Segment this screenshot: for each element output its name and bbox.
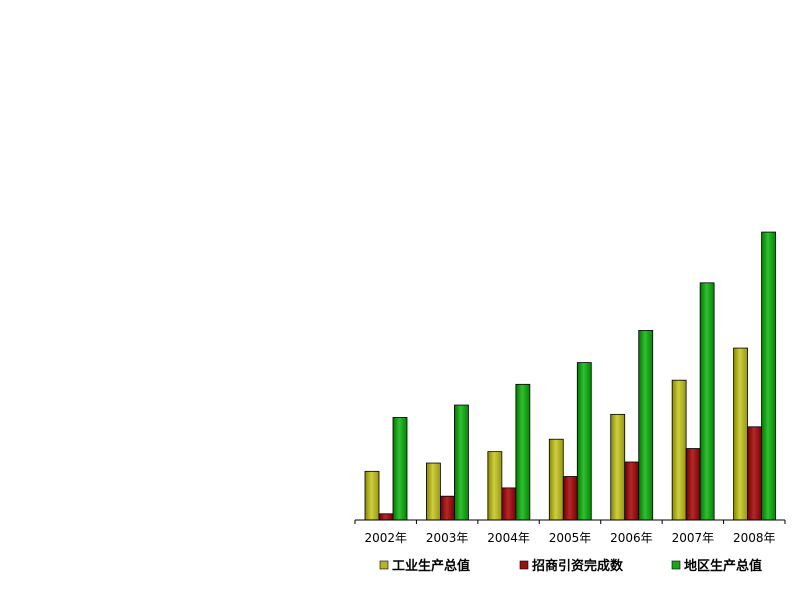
legend-swatch xyxy=(379,560,389,570)
bar-地区生产总值-2008年 xyxy=(761,231,776,521)
bars-layer xyxy=(364,231,776,521)
bar-工业生产总值-2008年 xyxy=(733,347,748,521)
legend-label: 招商引资完成数 xyxy=(532,558,624,574)
x-tick-labels: 2002年 2003年 2004年 2005年 2006年 2007年 2008年 xyxy=(364,531,775,545)
x-tick-label: 2003年 xyxy=(426,531,469,545)
bar-招商引资完成数-2006年 xyxy=(624,461,640,521)
legend-swatch xyxy=(519,560,529,570)
bar-地区生产总值-2003年 xyxy=(454,404,469,521)
bar-工业生产总值-2003年 xyxy=(426,462,441,521)
bar-工业生产总值-2006年 xyxy=(610,413,626,521)
legend-swatch xyxy=(671,560,681,570)
x-tick-label: 2006年 xyxy=(610,531,653,545)
bar-招商引资完成数-2005年 xyxy=(562,476,578,521)
bar-招商引资完成数-2002年 xyxy=(378,513,394,521)
bar-地区生产总值-2004年 xyxy=(515,383,531,521)
bar-工业生产总值-2002年 xyxy=(364,470,380,521)
bar-招商引资完成数-2007年 xyxy=(685,448,701,521)
x-tick-label: 2008年 xyxy=(733,531,776,545)
x-tick-label: 2004年 xyxy=(487,531,530,545)
legend-item-2: 地区生产总值 xyxy=(671,558,762,574)
bar-工业生产总值-2005年 xyxy=(548,438,564,521)
legend-label: 地区生产总值 xyxy=(684,558,762,574)
bar-地区生产总值-2002年 xyxy=(392,417,408,521)
legend-label: 工业生产总值 xyxy=(392,558,470,574)
bar-地区生产总值-2005年 xyxy=(576,362,592,521)
legend-item-1: 招商引资完成数 xyxy=(519,558,624,574)
x-tick-label: 2002年 xyxy=(364,531,407,545)
x-tick-label: 2007年 xyxy=(672,531,715,545)
bar-工业生产总值-2004年 xyxy=(487,451,503,521)
legend-item-0: 工业生产总值 xyxy=(379,558,470,574)
bar-地区生产总值-2006年 xyxy=(638,330,654,521)
bar-招商引资完成数-2008年 xyxy=(747,426,762,521)
bar-招商引资完成数-2004年 xyxy=(501,487,517,521)
legend: 工业生产总值 招商引资完成数 地区生产总值 xyxy=(379,558,762,574)
bar-地区生产总值-2007年 xyxy=(699,282,715,521)
bar-工业生产总值-2007年 xyxy=(671,379,687,521)
x-axis xyxy=(354,519,786,524)
bar-招商引资完成数-2003年 xyxy=(440,495,455,521)
x-tick-label: 2005年 xyxy=(549,531,592,545)
